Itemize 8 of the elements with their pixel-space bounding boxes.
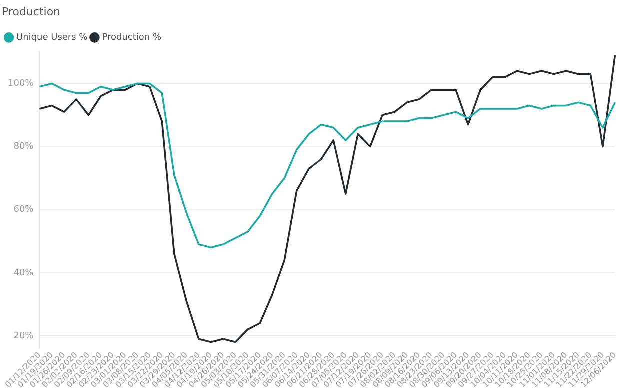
- y-tick-label: 80%: [14, 142, 34, 152]
- y-tick-label: 20%: [14, 331, 34, 342]
- y-tick-label: 40%: [14, 268, 34, 278]
- legend-label: Unique Users %: [16, 33, 88, 44]
- chart-title: Production: [2, 5, 61, 18]
- legend-label: Production %: [102, 33, 162, 44]
- y-tick-label: 100%: [8, 79, 34, 90]
- y-tick-label: 60%: [14, 205, 34, 216]
